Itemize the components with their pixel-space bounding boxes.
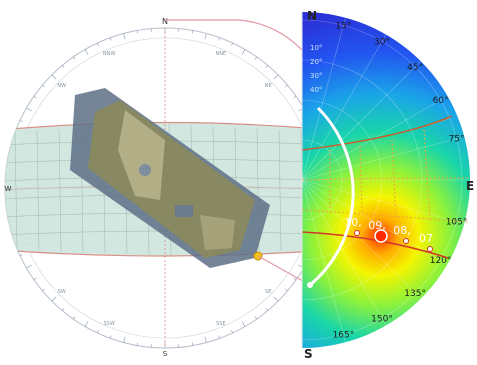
azimuth-label: 150°: [371, 315, 393, 325]
azimuth-label: 165°: [333, 331, 355, 341]
ring-label: NE: [265, 83, 272, 89]
hour-dot: [355, 231, 360, 236]
hour-dot: [428, 247, 433, 252]
altitude-label: 30°: [310, 72, 322, 80]
left-south-label: S: [163, 350, 168, 358]
ring-label: NW: [57, 83, 66, 89]
azimuth-label: 135°: [404, 289, 426, 299]
ring-label: NNW: [103, 51, 115, 57]
right-east-label: E: [466, 179, 474, 193]
azimuth-label: 60°: [433, 96, 449, 106]
left-west-label: W: [5, 185, 12, 193]
azimuth-label: 30°: [374, 37, 390, 47]
altitude-label: 10°: [310, 44, 322, 52]
altitude-label: 40°: [310, 86, 322, 94]
ring-label: SW: [58, 289, 66, 295]
hour-label: 09,: [368, 219, 386, 232]
left-north-label: N: [162, 17, 168, 26]
ring-label: NNE: [216, 51, 227, 57]
azimuth-label: 75°: [449, 135, 465, 145]
ring-label: SSW: [103, 321, 114, 327]
ring-label: SE: [265, 289, 271, 295]
right-north-label: N: [307, 9, 317, 23]
azimuth-label: 45°: [407, 63, 423, 73]
azimuth-label: 15°: [335, 21, 351, 31]
left-sky-dome: NNENEENEESESESSESSWSWWSWWNWNWNNW N E W S: [0, 17, 330, 358]
ring-label: SSE: [216, 321, 226, 327]
right-south-label: S: [304, 347, 313, 361]
hour-dot: [404, 239, 409, 244]
azimuth-label: 105°: [446, 217, 468, 227]
right-heatmap-dome: 15°30°45°60°75°105°120°135°150°165° 10°2…: [302, 9, 474, 361]
hour-label: 08,: [393, 224, 411, 237]
hour-label: 07: [419, 232, 433, 245]
altitude-label: 20°: [310, 58, 322, 66]
